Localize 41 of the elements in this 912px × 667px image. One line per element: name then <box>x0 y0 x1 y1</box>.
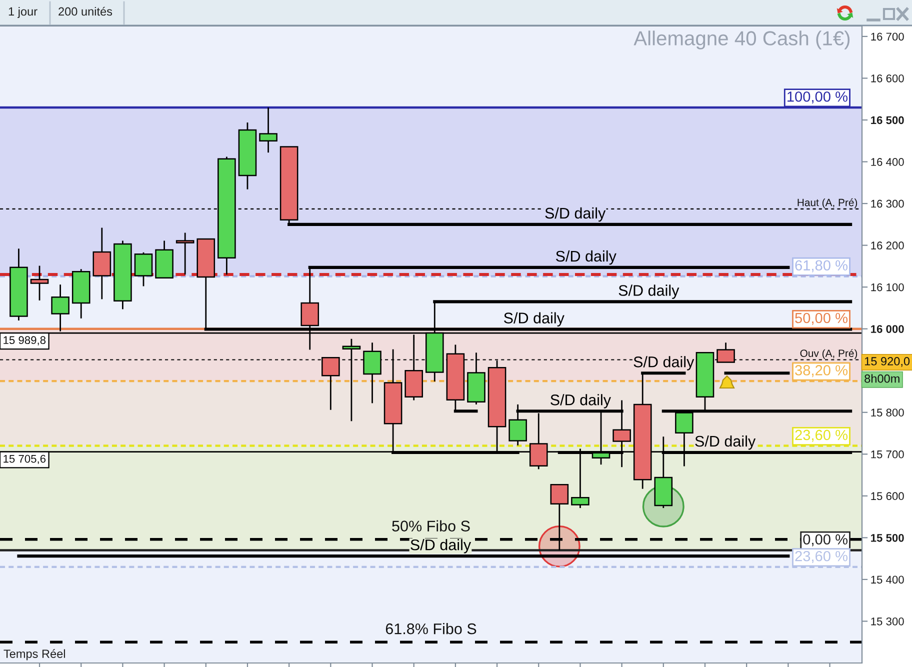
annotation: 23,60 % <box>795 550 848 563</box>
series-label: S/D daily <box>545 207 606 222</box>
annotation: 23,60 % <box>795 430 848 442</box>
text: 200 unités <box>58 6 112 16</box>
y-tick-label: 16 100 <box>871 283 904 292</box>
annotation: 50,00 % <box>795 312 848 325</box>
text: 1 jour <box>8 7 38 18</box>
y-tick-label: 16 600 <box>871 74 904 82</box>
ref-line-label: 15 989,8 <box>4 336 46 346</box>
y-tick-label: 16 300 <box>871 200 904 208</box>
y-tick-label: 15 700 <box>871 450 904 458</box>
chart-title: Allemagne 40 Cash (1€) <box>634 30 850 50</box>
text: 8h00m <box>864 374 900 383</box>
y-tick-label: 16 000 <box>871 325 904 333</box>
series-label: S/D daily <box>556 250 616 265</box>
y-tick-label: 16 400 <box>871 158 904 166</box>
ref-line-label: Haut (A, Pré) <box>798 198 858 208</box>
y-tick-label: 15 500 <box>871 534 904 542</box>
series-label: S/D daily <box>618 284 680 299</box>
annotation: 100,00 % <box>788 91 848 104</box>
ref-line-label: Ouv (A, Pré) <box>800 349 858 360</box>
y-tick-label: 16 700 <box>871 32 904 41</box>
annotation: 61,80 % <box>795 260 848 272</box>
ref-line-label: 61.8% Fibo S <box>386 623 476 634</box>
y-tick-label: 15 400 <box>871 576 904 584</box>
y-tick-label: 15 600 <box>871 492 904 500</box>
text: 15 920,0 <box>864 357 910 367</box>
y-tick-label: 16 200 <box>871 242 904 250</box>
series-label: S/D daily <box>504 312 564 326</box>
annotation: 0,00 % <box>803 534 848 546</box>
ref-line-label: 15 705,6 <box>4 454 46 464</box>
annotation: Temps Réel <box>4 649 65 660</box>
y-tick-label: 15 800 <box>871 408 904 417</box>
series-label: S/D daily <box>695 435 756 450</box>
y-tick-label: 16 500 <box>871 116 904 124</box>
series-label: S/D daily <box>550 394 611 408</box>
series-label: S/D daily <box>410 539 472 554</box>
annotation: 38,20 % <box>795 365 848 378</box>
y-tick-label: 15 300 <box>871 617 904 626</box>
ref-line-label: 50% Fibo S <box>392 520 470 532</box>
series-label: S/D daily <box>634 356 694 370</box>
